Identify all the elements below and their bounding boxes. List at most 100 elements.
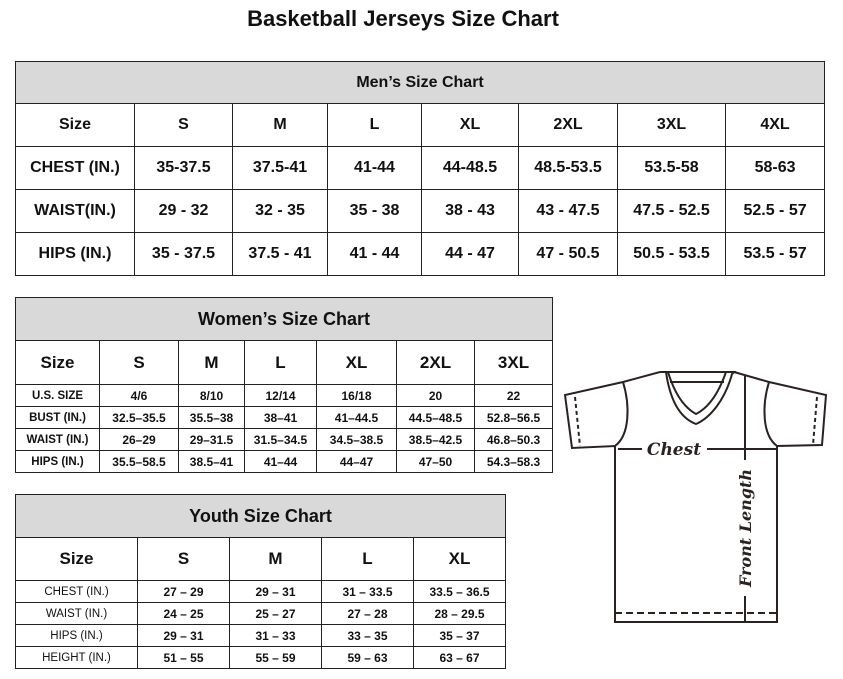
column-header: 3XL	[473, 340, 554, 385]
table-cell: 41–44	[244, 450, 317, 473]
column-header: 2XL	[396, 340, 475, 385]
column-header: S	[137, 537, 230, 581]
table-cell: 47 - 50.5	[518, 232, 618, 276]
table-cell: 53.5 - 57	[724, 232, 826, 276]
table-cell: 35-37.5	[134, 146, 233, 190]
page-title: Basketball Jerseys Size Chart	[247, 6, 559, 31]
table-cell: 31 – 33	[229, 624, 322, 647]
column-header: L	[327, 103, 422, 147]
row-label: CHEST (IN.)	[15, 146, 135, 190]
table-cell: 29 – 31	[229, 580, 322, 603]
table-cell: 52.8–56.5	[473, 406, 554, 429]
table-row: HIPS (IN.) 35 - 37.5 37.5 - 41 41 - 44 44 - …	[15, 232, 826, 276]
table-row: HEIGHT (IN.) 51 – 55 55 – 59 59 – 63 63 – 67	[15, 646, 507, 669]
table-cell: 55 – 59	[229, 646, 322, 669]
table-cell: 38–41	[244, 406, 317, 429]
column-header: M	[178, 340, 245, 385]
column-header: Size	[15, 537, 138, 581]
table-cell: 46.8–50.3	[473, 428, 554, 451]
table-cell: 59 – 63	[321, 646, 414, 669]
row-label: HIPS (IN.)	[15, 624, 138, 647]
column-header: 3XL	[617, 103, 726, 147]
row-label: U.S. SIZE	[15, 384, 100, 407]
table-cell: 33.5 – 36.5	[412, 580, 507, 603]
chest-label: Chest	[647, 440, 701, 460]
table-cell: 53.5-58	[617, 146, 726, 190]
table-cell: 26–29	[99, 428, 179, 451]
table-cell: 32.5–35.5	[99, 406, 179, 429]
column-header: XL	[316, 340, 397, 385]
table-cell: 24 – 25	[137, 602, 230, 625]
column-header: Size	[15, 340, 100, 385]
table-cell: 41–44.5	[316, 406, 397, 429]
women-table-title: Women’s Size Chart	[14, 297, 554, 341]
table-cell: 47.5 - 52.5	[617, 189, 726, 233]
table-cell: 38 - 43	[421, 189, 519, 233]
table-cell: 29–31.5	[178, 428, 245, 451]
table-cell: 44-48.5	[421, 146, 519, 190]
table-cell: 35.5–58.5	[99, 450, 179, 473]
table-cell: 38.5–42.5	[396, 428, 475, 451]
mens-size-table: Men’s Size Chart Size S M L XL 2XL 3XL 4XL CHEST …	[14, 61, 826, 276]
table-cell: 20	[396, 384, 475, 407]
table-cell: 52.5 - 57	[724, 189, 826, 233]
table-row: BUST (IN.) 32.5–35.5 35.5–38 38–41 41–44.5 44…	[15, 406, 554, 429]
table-row: CHEST (IN.) 35-37.5 37.5-41 41-44 44-48.5 48.…	[15, 146, 826, 190]
table-cell: 35 - 37.5	[134, 232, 233, 276]
table-cell: 28 – 29.5	[412, 602, 507, 625]
table-cell: 34.5–38.5	[316, 428, 397, 451]
youth-size-table: Youth Size Chart Size S M L XL CHEST (IN.) 27 –…	[14, 494, 507, 669]
row-label: WAIST(IN.)	[15, 189, 135, 233]
table-cell: 25 – 27	[229, 602, 322, 625]
womens-size-table: Women’s Size Chart Size S M L XL 2XL 3XL U.S. SI…	[14, 297, 554, 473]
table-row: U.S. SIZE 4/6 8/10 12/14 16/18 20 22	[15, 384, 554, 407]
table-cell: 35.5–38	[178, 406, 245, 429]
table-row: WAIST (IN.) 24 – 25 25 – 27 27 – 28 28 – 29.…	[15, 602, 507, 625]
table-cell: 38.5–41	[178, 450, 245, 473]
table-cell: 44.5–48.5	[396, 406, 475, 429]
table-cell: 54.3–58.3	[473, 450, 554, 473]
row-label: BUST (IN.)	[15, 406, 100, 429]
table-cell: 8/10	[178, 384, 245, 407]
front-length-label: Front Length	[736, 469, 755, 588]
table-row: CHEST (IN.) 27 – 29 29 – 31 31 – 33.5 33.5 –…	[15, 580, 507, 603]
table-cell: 41 - 44	[327, 232, 422, 276]
row-label: HEIGHT (IN.)	[15, 646, 138, 669]
column-header: 2XL	[518, 103, 618, 147]
table-cell: 44–47	[316, 450, 397, 473]
column-header: Size	[15, 103, 135, 147]
row-label: WAIST (IN.)	[15, 428, 100, 451]
table-cell: 27 – 29	[137, 580, 230, 603]
table-cell: 27 – 28	[321, 602, 414, 625]
column-header: S	[99, 340, 179, 385]
column-header: S	[134, 103, 233, 147]
column-header: L	[321, 537, 414, 581]
men-table-title: Men’s Size Chart	[14, 61, 826, 104]
table-cell: 33 – 35	[321, 624, 414, 647]
table-cell: 58-63	[724, 146, 826, 190]
row-label: HIPS (IN.)	[15, 232, 135, 276]
table-cell: 29 – 31	[137, 624, 230, 647]
table-cell: 50.5 - 53.5	[617, 232, 726, 276]
table-cell: 41-44	[327, 146, 422, 190]
column-header: 4XL	[724, 103, 826, 147]
table-cell: 22	[473, 384, 554, 407]
table-cell: 51 – 55	[137, 646, 230, 669]
table-cell: 35 - 38	[327, 189, 422, 233]
table-cell: 31.5–34.5	[244, 428, 317, 451]
jersey-diagram: Chest Front Length	[563, 371, 828, 623]
table-cell: 31 – 33.5	[321, 580, 414, 603]
column-header: XL	[412, 537, 507, 581]
row-label: CHEST (IN.)	[15, 580, 138, 603]
table-cell: 43 - 47.5	[518, 189, 618, 233]
table-cell: 48.5-53.5	[518, 146, 618, 190]
table-cell: 63 – 67	[412, 646, 507, 669]
column-header: M	[229, 537, 322, 581]
table-row: WAIST (IN.) 26–29 29–31.5 31.5–34.5 34.5–38.…	[15, 428, 554, 451]
table-cell: 4/6	[99, 384, 179, 407]
row-label: HIPS (IN.)	[15, 450, 100, 473]
table-cell: 32 - 35	[232, 189, 328, 233]
table-row: WAIST(IN.) 29 - 32 32 - 35 35 - 38 38 - 43 43…	[15, 189, 826, 233]
table-cell: 16/18	[316, 384, 397, 407]
table-cell: 47–50	[396, 450, 475, 473]
